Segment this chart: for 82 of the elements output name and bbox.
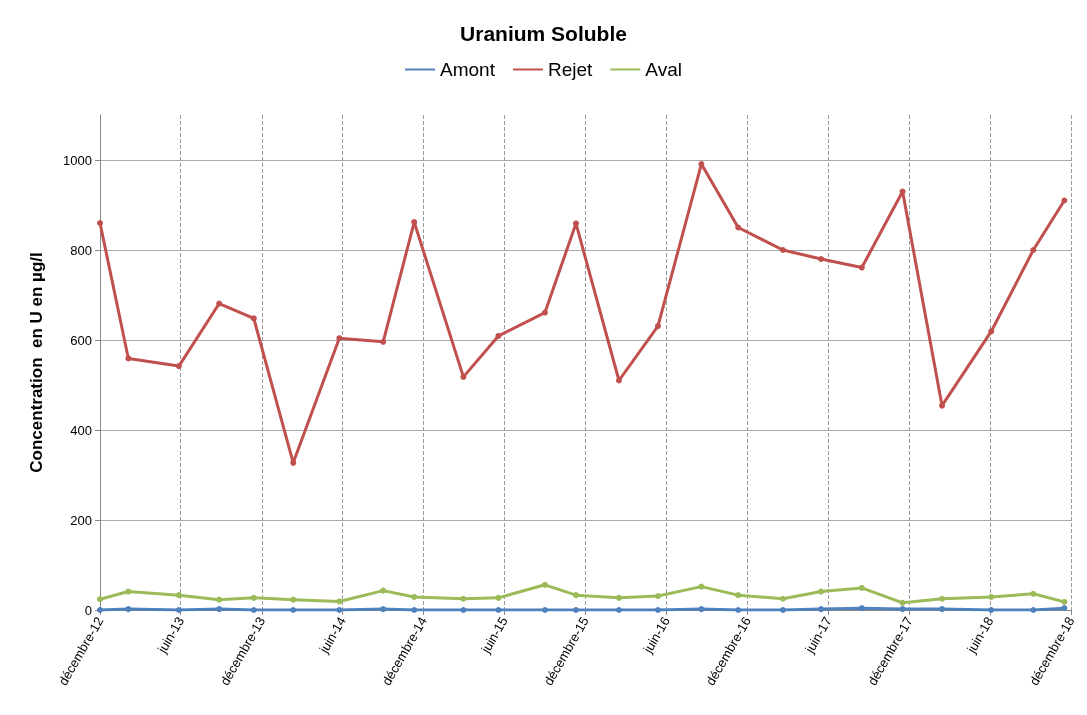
point <box>818 256 825 262</box>
point <box>250 607 257 613</box>
point <box>735 607 742 613</box>
point <box>1030 590 1037 597</box>
point <box>899 599 906 606</box>
point <box>380 338 387 345</box>
y-axis-title: Concentration en U en µg/l <box>27 252 46 473</box>
point <box>97 596 103 603</box>
point <box>175 363 182 370</box>
point <box>290 596 297 603</box>
point <box>818 588 825 595</box>
point <box>250 315 257 322</box>
point <box>541 607 548 613</box>
point <box>1030 607 1037 613</box>
point <box>460 607 467 613</box>
legend-label: Rejet <box>547 59 594 80</box>
point <box>541 309 548 316</box>
legend-label: Aval <box>645 59 682 80</box>
point <box>495 607 502 613</box>
point <box>572 220 579 227</box>
point <box>858 264 865 271</box>
point <box>125 355 132 362</box>
point <box>216 606 223 613</box>
point <box>988 328 995 335</box>
point <box>336 607 343 613</box>
point <box>735 592 742 599</box>
point <box>411 607 418 613</box>
point <box>411 219 418 226</box>
y-tick-label: 200 <box>70 512 92 528</box>
point <box>858 584 865 591</box>
chart-title: Uranium Soluble <box>460 22 627 45</box>
point <box>654 607 661 613</box>
y-tick-label: 800 <box>70 242 92 258</box>
y-tick-label: 400 <box>70 422 92 438</box>
point <box>175 592 182 599</box>
point <box>495 594 502 601</box>
point <box>615 594 622 601</box>
point <box>541 581 548 588</box>
point <box>654 323 661 330</box>
point <box>818 606 825 613</box>
point <box>336 335 343 342</box>
point <box>572 592 579 599</box>
point <box>380 606 387 613</box>
y-tick-label: 600 <box>70 332 92 348</box>
point <box>125 588 132 595</box>
point <box>858 605 865 612</box>
y-tick-label: 1000 <box>63 152 92 168</box>
point <box>698 606 705 613</box>
point <box>939 402 946 409</box>
point <box>988 593 995 600</box>
point <box>1061 605 1068 612</box>
point <box>97 220 103 226</box>
point <box>290 459 297 466</box>
point <box>654 593 661 600</box>
point <box>175 607 182 613</box>
point <box>615 377 622 384</box>
point <box>615 607 622 613</box>
legend-label: Amont <box>440 59 496 80</box>
point <box>572 607 579 613</box>
point <box>899 606 906 613</box>
point <box>495 332 502 339</box>
point <box>779 607 786 613</box>
point <box>939 606 946 613</box>
point <box>899 188 906 195</box>
point <box>698 161 705 168</box>
point <box>125 606 132 613</box>
point <box>290 607 297 613</box>
point <box>216 300 223 307</box>
point <box>988 607 995 613</box>
point <box>216 596 223 603</box>
point <box>411 593 418 600</box>
point <box>939 595 946 602</box>
point <box>380 587 387 594</box>
point <box>698 583 705 590</box>
point <box>779 247 786 253</box>
point <box>735 224 742 231</box>
point <box>1061 598 1068 605</box>
point <box>1030 247 1037 253</box>
point <box>779 595 786 602</box>
point <box>250 594 257 601</box>
point <box>460 595 467 602</box>
y-tick-label: 0 <box>84 602 92 618</box>
